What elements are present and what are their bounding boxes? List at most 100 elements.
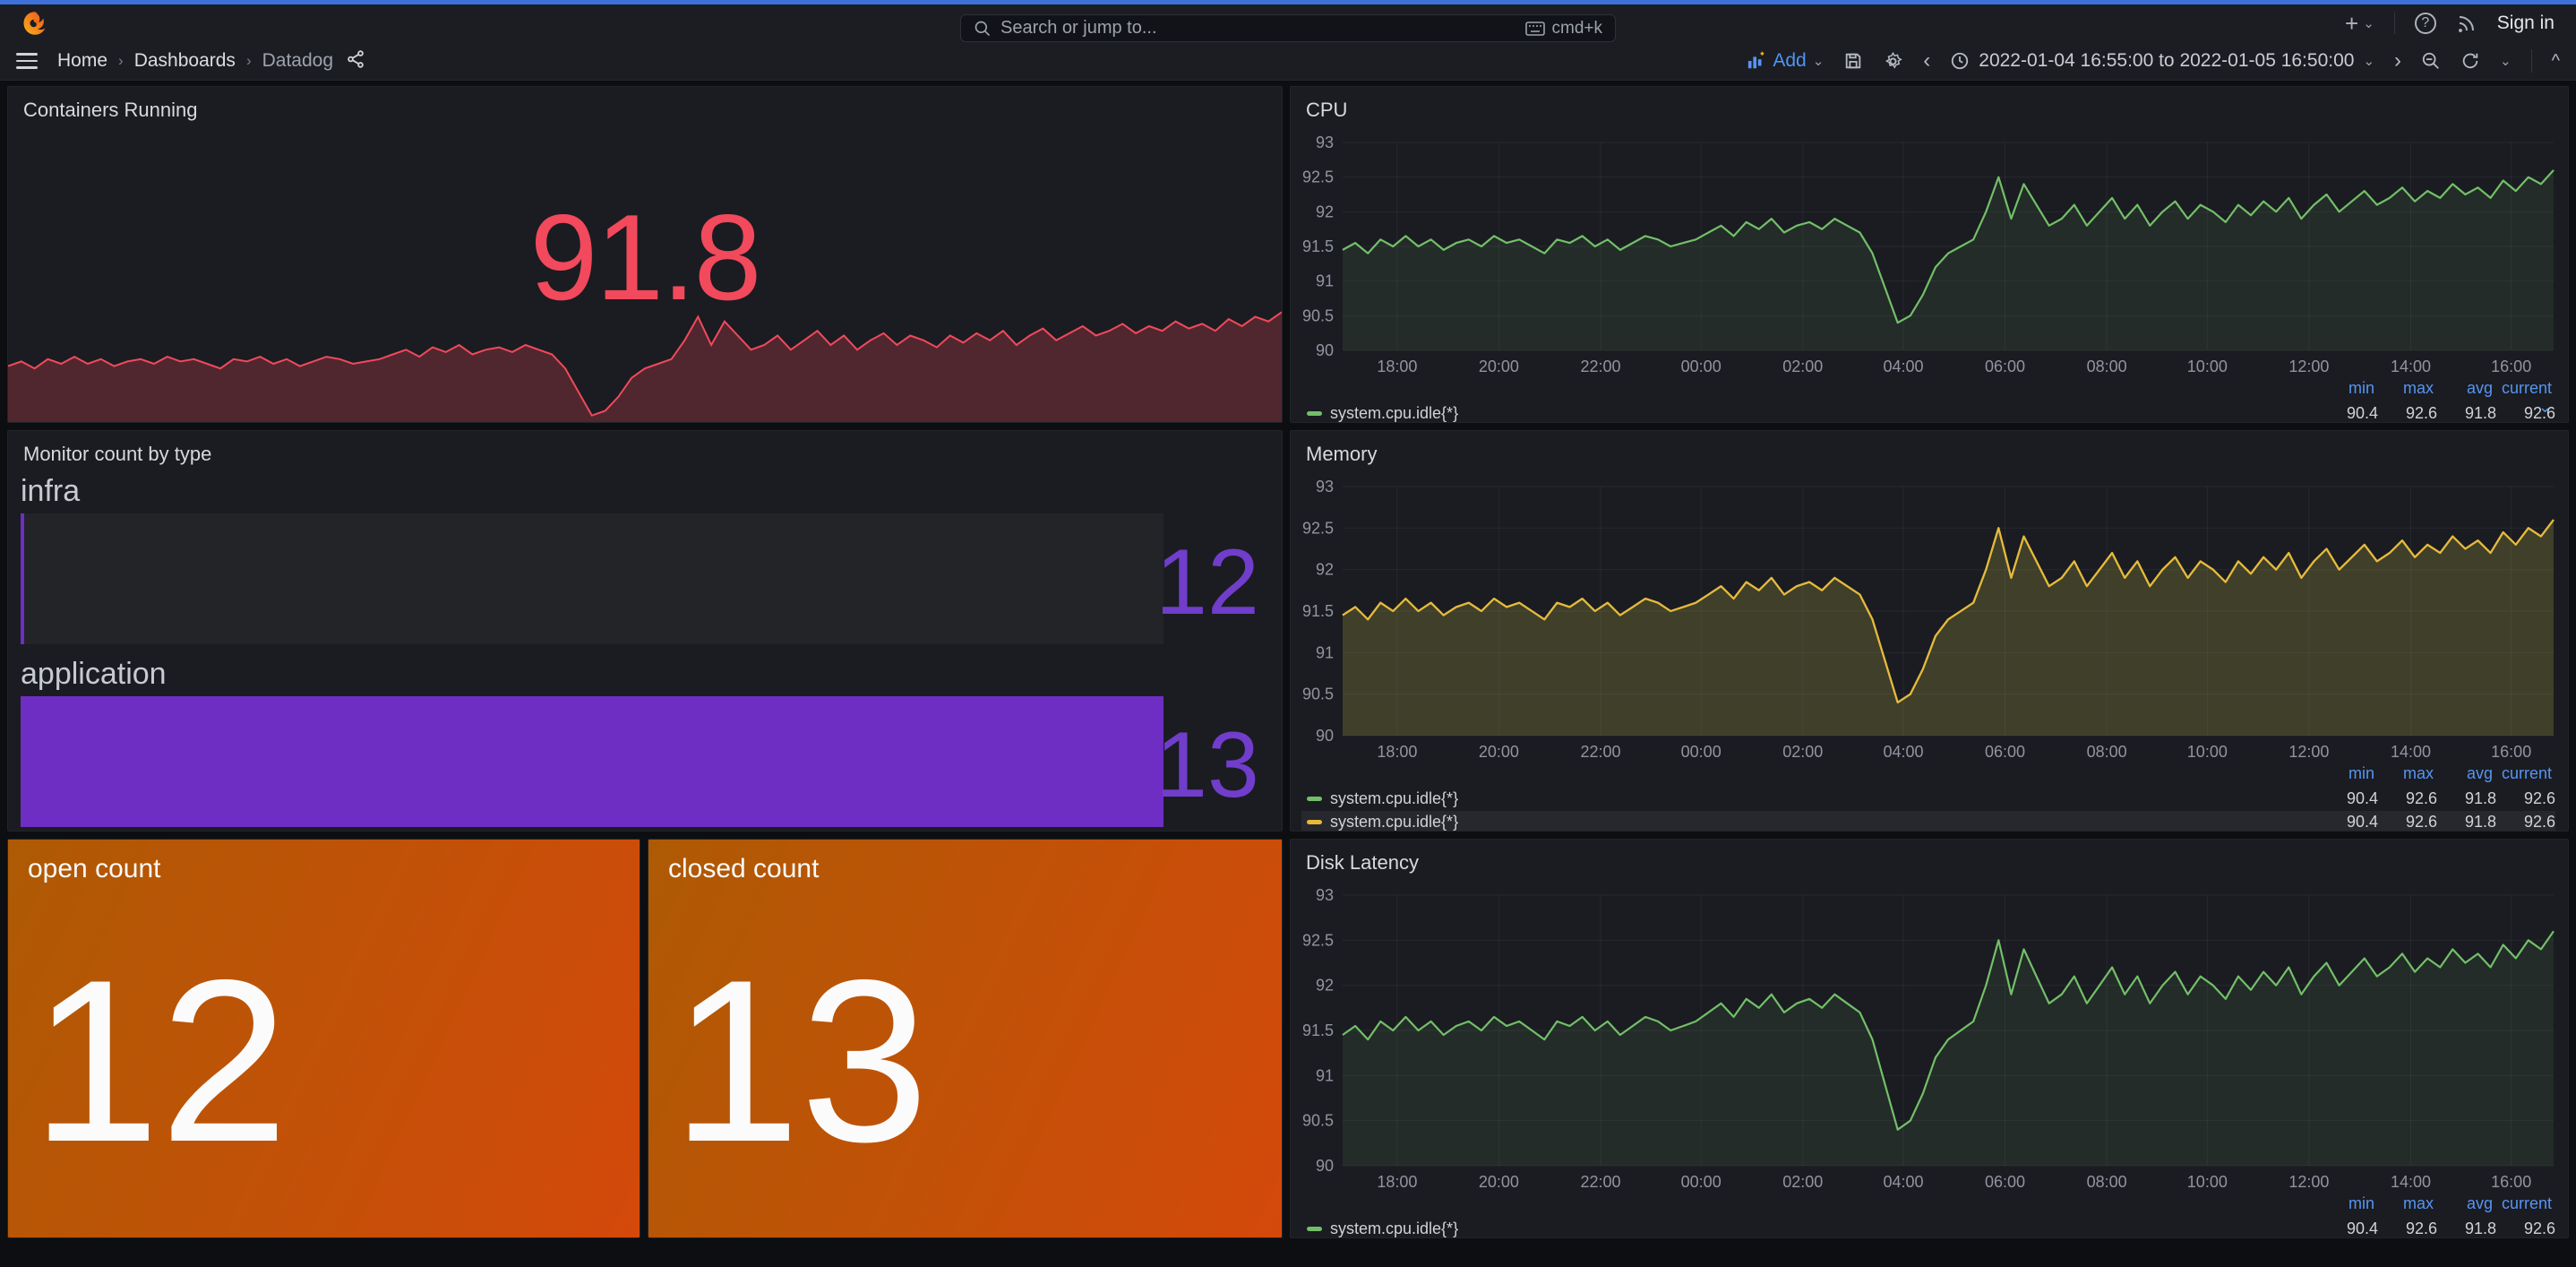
legend-stat-value: 90.4 (2346, 789, 2378, 807)
x-axis-tick-label: 10:00 (2187, 1173, 2228, 1191)
legend-header: min max avg current (2315, 764, 2552, 783)
y-axis-tick-label: 93 (1316, 886, 1334, 904)
save-dashboard-icon[interactable] (1843, 51, 1863, 71)
refresh-icon[interactable] (2460, 51, 2480, 71)
legend-header: min max avg current (2315, 1194, 2552, 1213)
legend-sort-avg[interactable]: avg (2466, 764, 2493, 782)
time-range-picker[interactable]: 2022-01-04 16:55:00 to 2022-01-05 16:50:… (1950, 50, 2374, 72)
stat-value: 91.8 (529, 189, 762, 325)
kiosk-mode-icon[interactable]: ^ (2551, 51, 2560, 71)
sign-in-button[interactable]: Sign in (2496, 13, 2555, 33)
timeseries-chart[interactable]: 90 90.5 91 91.5 92 92.5 93 18:00 20:00 22:00 00:00… (1291, 840, 2568, 1237)
legend-sort-avg[interactable]: avg (2466, 379, 2493, 397)
refresh-interval-chevron-icon[interactable]: ⌄ (2500, 54, 2512, 69)
x-axis-tick-label: 18:00 (1377, 1173, 1417, 1191)
y-axis-tick-label: 90 (1316, 727, 1334, 745)
bar-gauge-fill (21, 696, 1163, 827)
timeseries-chart[interactable]: 90 90.5 91 91.5 92 92.5 93 18:00 20:00 22:00 00:00… (1291, 87, 2568, 422)
legend-stat-values: 90.4 92.6 91.8 92.6 (2319, 1220, 2555, 1237)
x-axis-tick-label: 14:00 (2391, 358, 2431, 375)
breadcrumb-item-datadog[interactable]: Datadog (262, 50, 334, 71)
x-axis-tick-label: 20:00 (1479, 743, 1519, 761)
panel-cpu: CPU 90 90.5 91 91.5 92 92.5 93 18:00 20:00 22:00 0… (1290, 86, 2569, 423)
menu-toggle-icon[interactable] (16, 53, 38, 69)
legend-sort-min[interactable]: min (2348, 379, 2374, 397)
bar-gauge-track (21, 696, 1163, 827)
time-forward-icon[interactable]: › (2394, 48, 2402, 73)
search-icon (975, 21, 991, 36)
x-axis-tick-label: 08:00 (2087, 1173, 2127, 1191)
chevron-down-icon: ⌄ (2363, 54, 2375, 69)
y-axis-tick-label: 92.5 (1302, 931, 1334, 949)
share-icon[interactable] (346, 49, 365, 73)
panel-containers-running: Containers Running 91.8 (7, 86, 1283, 423)
panel-title[interactable]: Memory (1306, 443, 1378, 465)
time-back-icon[interactable]: ‹ (1923, 48, 1931, 73)
search-input[interactable] (1000, 18, 1525, 39)
legend-series-name[interactable]: system.cpu.idle{*} (1330, 789, 1459, 807)
bar-gauge-label: application (21, 657, 167, 691)
legend-series-name[interactable]: system.cpu.idle{*} (1330, 813, 1459, 831)
x-axis-tick-label: 16:00 (2491, 358, 2531, 375)
dashboard-settings-icon[interactable] (1883, 51, 1903, 72)
grafana-logo[interactable] (21, 10, 48, 37)
legend-sort-max[interactable]: max (2402, 764, 2434, 782)
x-axis-tick-label: 22:00 (1580, 358, 1620, 375)
x-axis-tick-label: 10:00 (2187, 743, 2228, 761)
zoom-out-icon[interactable] (2421, 51, 2441, 71)
breadcrumb-item-dashboards[interactable]: Dashboards (133, 50, 236, 71)
legend-stat-value: 92.6 (2405, 404, 2437, 422)
y-axis-tick-label: 92 (1316, 977, 1334, 995)
sparkline-chart (8, 311, 1282, 422)
panel-title[interactable]: Containers Running (23, 99, 198, 121)
legend-sort-current[interactable]: current (2501, 1194, 2552, 1212)
new-menu-button[interactable]: + ⌄ (2345, 10, 2374, 38)
legend-sort-min[interactable]: min (2348, 764, 2374, 782)
legend-sort-avg[interactable]: avg (2466, 1194, 2493, 1212)
divider (2530, 49, 2532, 73)
y-axis-tick-label: 91.5 (1302, 237, 1334, 255)
legend-sort-max[interactable]: max (2402, 379, 2434, 397)
legend-sort-current[interactable]: current (2501, 764, 2552, 782)
stat-value: 12 (31, 931, 288, 1190)
keyboard-icon (1524, 21, 1545, 36)
panel-title[interactable]: Monitor count by type (23, 443, 212, 465)
legend-swatch-icon[interactable] (1307, 1227, 1322, 1231)
y-axis-tick-label: 91.5 (1302, 602, 1334, 620)
x-axis-tick-label: 08:00 (2087, 743, 2127, 761)
legend-stat-value: 92.6 (2405, 789, 2437, 807)
legend-stat-value: 92.6 (2405, 813, 2437, 831)
legend-swatch-icon[interactable] (1307, 820, 1322, 824)
x-axis-tick-label: 02:00 (1782, 743, 1823, 761)
x-axis-tick-label: 02:00 (1782, 1173, 1823, 1191)
legend-series-name[interactable]: system.cpu.idle{*} (1330, 404, 1459, 422)
x-axis-tick-label: 04:00 (1883, 358, 1923, 375)
legend-stat-value: 90.4 (2346, 404, 2378, 422)
panel-title[interactable]: CPU (1306, 99, 1348, 121)
legend-swatch-icon[interactable] (1307, 797, 1322, 801)
add-panel-button[interactable]: Add ⌄ (1747, 50, 1824, 72)
top-navbar: cmd+k +⌄ ? Sign in (0, 4, 2576, 42)
help-icon[interactable]: ? (2414, 13, 2436, 34)
x-axis-tick-label: 00:00 (1681, 358, 1722, 375)
timeseries-chart[interactable]: 90 90.5 91 91.5 92 92.5 93 18:00 20:00 22:00 00:00… (1291, 431, 2568, 831)
x-axis-tick-label: 12:00 (2288, 358, 2329, 375)
legend-sort-current[interactable]: current ⌄ (2501, 379, 2552, 416)
legend-sort-max[interactable]: max (2402, 1194, 2434, 1212)
breadcrumb-separator: › (118, 52, 124, 69)
panel-title[interactable]: closed count (668, 854, 820, 883)
panel-title[interactable]: open count (28, 854, 161, 883)
bar-gauge-label: infra (21, 474, 81, 508)
panel-title[interactable]: Disk Latency (1306, 851, 1419, 874)
legend-swatch-icon[interactable] (1307, 411, 1322, 416)
legend-sort-min[interactable]: min (2348, 1194, 2374, 1212)
legend-row: system.cpu.idle{*} 90.4 92.6 91.8 92.6 (1301, 1218, 2555, 1237)
breadcrumb-item-home[interactable]: Home (57, 50, 108, 71)
legend-series-name[interactable]: system.cpu.idle{*} (1330, 1220, 1459, 1237)
breadcrumb-separator: › (245, 52, 252, 69)
news-icon[interactable] (2456, 13, 2477, 34)
y-axis-tick-label: 92 (1316, 561, 1334, 579)
y-axis-tick-label: 90.5 (1302, 1112, 1334, 1130)
shortcut-hint: cmd+k (1524, 19, 1602, 39)
